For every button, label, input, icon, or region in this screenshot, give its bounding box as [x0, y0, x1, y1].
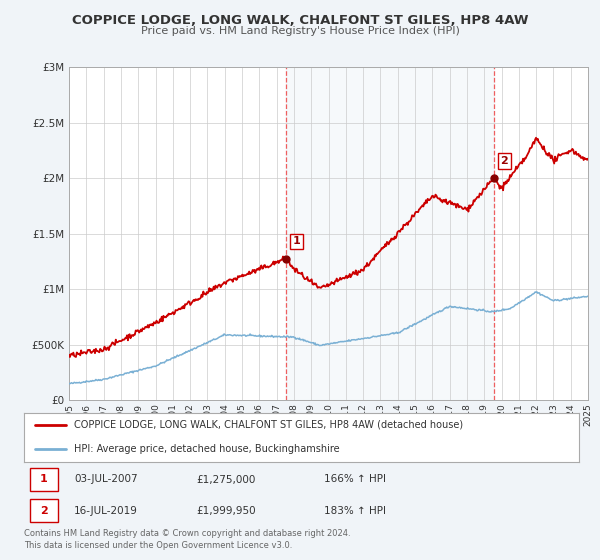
Text: 183% ↑ HPI: 183% ↑ HPI: [324, 506, 386, 516]
Bar: [286, 67, 494, 400]
Text: 1: 1: [293, 236, 301, 246]
Text: 1: 1: [40, 474, 48, 484]
Text: Price paid vs. HM Land Registry's House Price Index (HPI): Price paid vs. HM Land Registry's House …: [140, 26, 460, 36]
Text: COPPICE LODGE, LONG WALK, CHALFONT ST GILES, HP8 4AW: COPPICE LODGE, LONG WALK, CHALFONT ST GI…: [72, 14, 528, 27]
FancyBboxPatch shape: [29, 468, 58, 491]
FancyBboxPatch shape: [29, 500, 58, 522]
Text: £1,999,950: £1,999,950: [196, 506, 256, 516]
Text: 2: 2: [40, 506, 48, 516]
Text: Contains HM Land Registry data © Crown copyright and database right 2024.
This d: Contains HM Land Registry data © Crown c…: [24, 529, 350, 550]
Text: COPPICE LODGE, LONG WALK, CHALFONT ST GILES, HP8 4AW (detached house): COPPICE LODGE, LONG WALK, CHALFONT ST GI…: [74, 419, 463, 430]
Text: 166% ↑ HPI: 166% ↑ HPI: [324, 474, 386, 484]
Text: HPI: Average price, detached house, Buckinghamshire: HPI: Average price, detached house, Buck…: [74, 444, 340, 454]
Text: 03-JUL-2007: 03-JUL-2007: [74, 474, 137, 484]
Text: 2: 2: [500, 156, 508, 166]
Text: 16-JUL-2019: 16-JUL-2019: [74, 506, 138, 516]
Text: £1,275,000: £1,275,000: [196, 474, 256, 484]
